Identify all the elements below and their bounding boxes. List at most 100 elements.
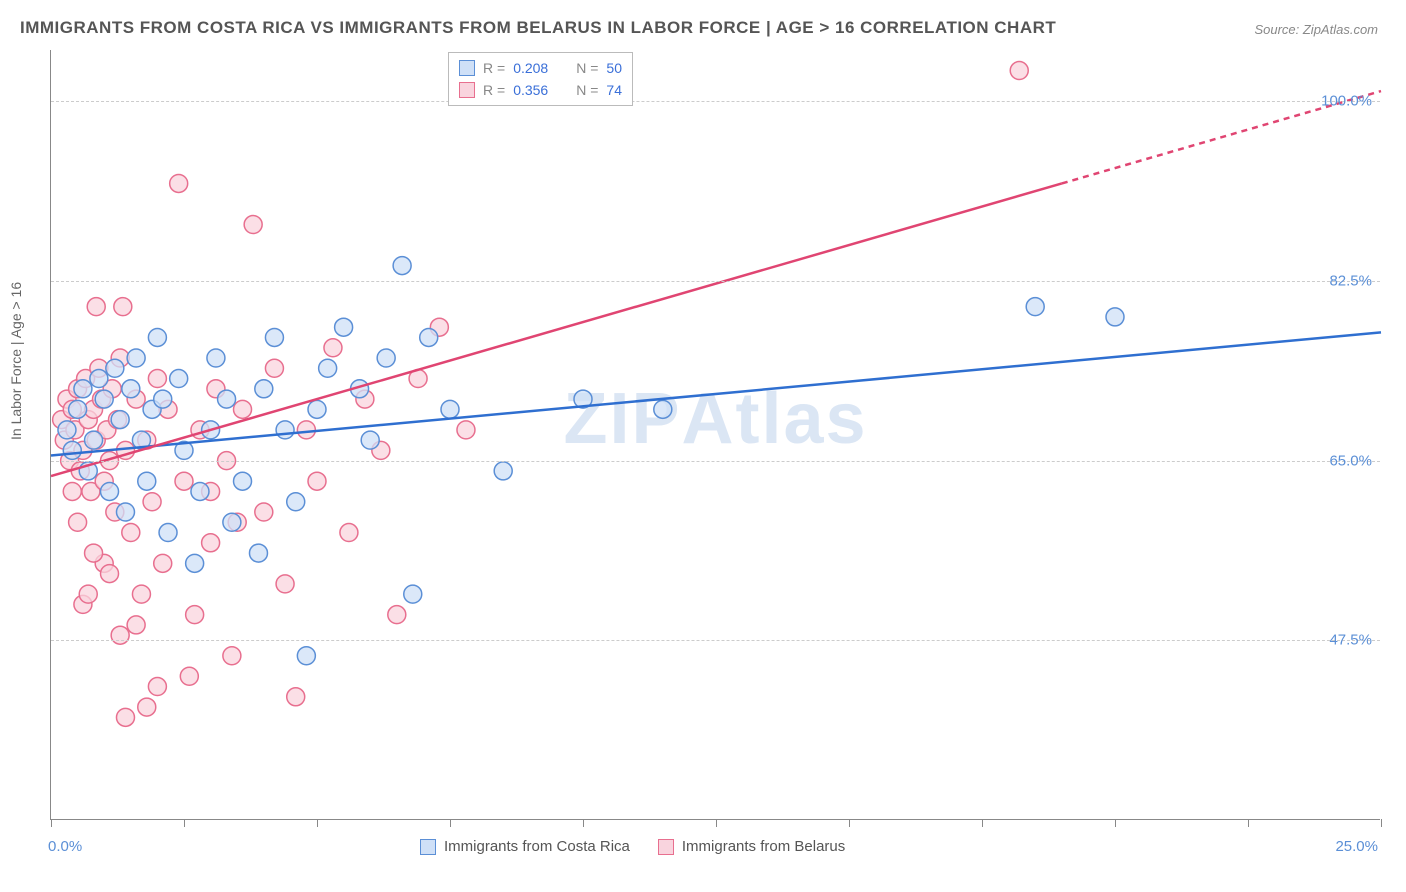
scatter-point — [441, 400, 459, 418]
scatter-point — [234, 472, 252, 490]
gridline — [51, 281, 1380, 282]
scatter-point — [95, 390, 113, 408]
n-label: N = — [576, 82, 598, 98]
scatter-point — [58, 421, 76, 439]
x-tick — [317, 819, 318, 827]
scatter-point — [154, 554, 172, 572]
scatter-point — [106, 359, 124, 377]
scatter-point — [218, 390, 236, 408]
x-tick — [982, 819, 983, 827]
scatter-point — [69, 513, 87, 531]
scatter-point — [111, 411, 129, 429]
scatter-point — [87, 298, 105, 316]
scatter-point — [319, 359, 337, 377]
scatter-point — [265, 328, 283, 346]
x-tick — [184, 819, 185, 827]
scatter-point — [132, 585, 150, 603]
legend-stats: R = 0.208 N = 50 R = 0.356 N = 74 — [448, 52, 633, 106]
scatter-point — [308, 400, 326, 418]
r-value: 0.208 — [513, 60, 548, 76]
scatter-point — [207, 349, 225, 367]
n-label: N = — [576, 60, 598, 76]
n-value: 50 — [606, 60, 622, 76]
scatter-point — [138, 472, 156, 490]
scatter-point — [175, 472, 193, 490]
x-tick — [450, 819, 451, 827]
gridline — [51, 101, 1380, 102]
scatter-point — [63, 441, 81, 459]
gridline — [51, 640, 1380, 641]
scatter-point — [191, 482, 209, 500]
scatter-point — [143, 493, 161, 511]
scatter-point — [393, 257, 411, 275]
scatter-point — [297, 647, 315, 665]
legend-series-label: Immigrants from Costa Rica — [444, 838, 630, 855]
scatter-point — [202, 534, 220, 552]
trend-line — [51, 183, 1062, 476]
scatter-point — [1010, 62, 1028, 80]
scatter-point — [308, 472, 326, 490]
legend-stat-row: R = 0.356 N = 74 — [459, 79, 622, 101]
chart-title: IMMIGRANTS FROM COSTA RICA VS IMMIGRANTS… — [20, 18, 1056, 38]
source-attribution: Source: ZipAtlas.com — [1254, 22, 1378, 37]
x-tick — [1248, 819, 1249, 827]
scatter-point — [276, 421, 294, 439]
scatter-point — [127, 616, 145, 634]
scatter-point — [74, 380, 92, 398]
scatter-point — [122, 380, 140, 398]
scatter-point — [494, 462, 512, 480]
scatter-point — [90, 370, 108, 388]
scatter-point — [361, 431, 379, 449]
scatter-point — [127, 349, 145, 367]
scatter-point — [85, 431, 103, 449]
scatter-point — [234, 400, 252, 418]
scatter-point — [148, 678, 166, 696]
scatter-point — [148, 328, 166, 346]
scatter-point — [101, 565, 119, 583]
scatter-point — [69, 400, 87, 418]
scatter-point — [1026, 298, 1044, 316]
scatter-point — [85, 544, 103, 562]
scatter-point — [223, 647, 241, 665]
scatter-point — [276, 575, 294, 593]
scatter-point — [116, 708, 134, 726]
legend-stat-row: R = 0.208 N = 50 — [459, 57, 622, 79]
plot-area: ZIPAtlas 47.5%65.0%82.5%100.0% — [50, 50, 1380, 820]
y-tick-label: 100.0% — [1321, 93, 1372, 110]
chart-svg — [51, 50, 1380, 819]
scatter-point — [148, 370, 166, 388]
scatter-point — [186, 606, 204, 624]
scatter-point — [101, 482, 119, 500]
scatter-point — [111, 626, 129, 644]
scatter-point — [255, 380, 273, 398]
scatter-point — [420, 328, 438, 346]
scatter-point — [63, 482, 81, 500]
y-tick-label: 47.5% — [1329, 632, 1372, 649]
scatter-point — [116, 503, 134, 521]
scatter-point — [170, 174, 188, 192]
scatter-point — [324, 339, 342, 357]
scatter-point — [159, 524, 177, 542]
legend-swatch — [420, 839, 436, 855]
scatter-point — [377, 349, 395, 367]
scatter-point — [388, 606, 406, 624]
scatter-point — [154, 390, 172, 408]
x-tick — [849, 819, 850, 827]
x-tick — [1381, 819, 1382, 827]
scatter-point — [1106, 308, 1124, 326]
x-axis-min-label: 0.0% — [48, 838, 82, 855]
x-tick — [1115, 819, 1116, 827]
legend-series: Immigrants from Costa Rica Immigrants fro… — [420, 838, 845, 855]
scatter-point — [180, 667, 198, 685]
scatter-point — [287, 688, 305, 706]
y-tick-label: 65.0% — [1329, 452, 1372, 469]
trend-line — [51, 332, 1381, 455]
scatter-point — [249, 544, 267, 562]
legend-swatch — [658, 839, 674, 855]
y-axis-label: In Labor Force | Age > 16 — [8, 282, 24, 440]
x-tick — [51, 819, 52, 827]
legend-series-label: Immigrants from Belarus — [682, 838, 845, 855]
scatter-point — [223, 513, 241, 531]
scatter-point — [297, 421, 315, 439]
scatter-point — [114, 298, 132, 316]
